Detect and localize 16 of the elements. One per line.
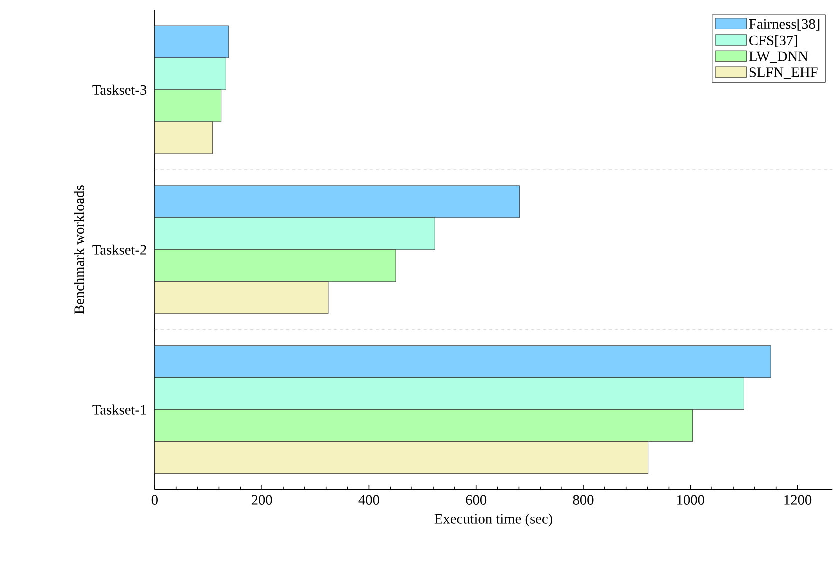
y-tick-label: Taskset-2	[92, 244, 146, 256]
y-axis-title: Benchmark workloads	[74, 186, 84, 314]
x-tick-label: 1200	[784, 495, 812, 506]
legend-label: SLFN_EHF	[750, 68, 818, 80]
x-axis-title: Execution time (sec)	[434, 514, 552, 527]
x-tick-label: 800	[573, 495, 594, 506]
x-tick-label: 0	[152, 495, 158, 506]
x-tick-label: 200	[252, 495, 272, 506]
legend-label: LW_DNN	[749, 52, 808, 64]
x-tick-label: 1000	[678, 495, 704, 506]
x-tick-label: 600	[466, 495, 487, 506]
y-tick-label: Taskset-3	[92, 85, 147, 96]
x-tick-label: 400	[358, 495, 380, 506]
legend-label: Fairness[38]	[749, 19, 820, 31]
legend-label: CFS[37]	[750, 36, 798, 48]
y-tick-label: Taskset-1	[92, 404, 146, 415]
